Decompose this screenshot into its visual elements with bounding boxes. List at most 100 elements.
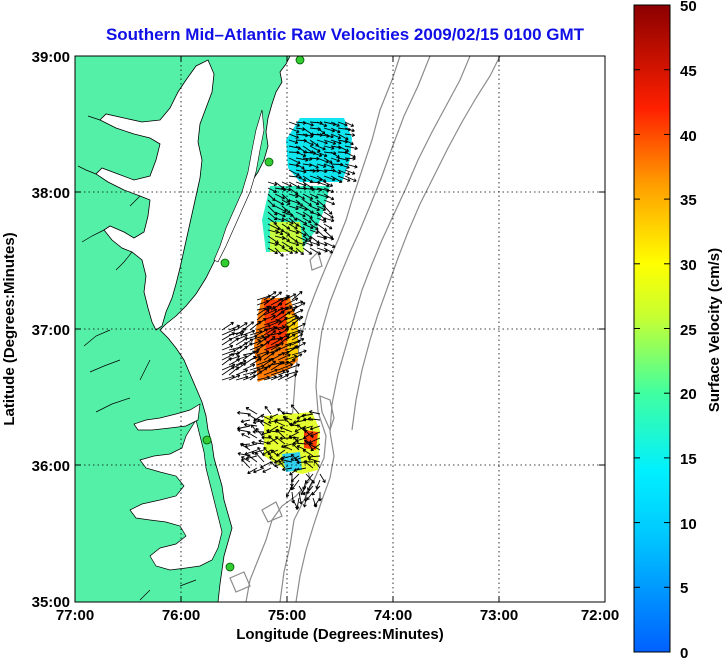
velocity-arrow <box>270 307 284 316</box>
velocity-arrow <box>270 291 282 301</box>
velocity-arrow <box>293 419 307 425</box>
velocity-arrow <box>221 332 235 341</box>
velocity-arrow <box>263 326 278 336</box>
velocity-arrow <box>288 127 300 134</box>
velocity-arrow <box>291 479 300 490</box>
velocity-arrow <box>268 435 279 445</box>
colorbar-tick-label: 40 <box>680 128 697 145</box>
velocity-arrow <box>308 443 321 451</box>
velocity-arrow <box>221 349 237 356</box>
velocity-arrow <box>251 440 265 445</box>
velocity-arrow <box>316 127 326 135</box>
velocity-arrow <box>344 121 355 127</box>
velocity-arrow <box>309 163 319 169</box>
velocity-arrow <box>344 127 355 133</box>
velocity-arrow <box>270 310 285 321</box>
velocity-arrow <box>302 121 314 127</box>
velocity-arrows <box>221 120 358 510</box>
velocity-arrow <box>309 241 321 247</box>
river-lines <box>77 115 197 601</box>
velocity-arrow <box>323 241 336 248</box>
bathymetry-contours <box>229 56 501 602</box>
velocity-arrow <box>274 211 286 218</box>
velocity-arrow <box>256 324 271 331</box>
colorbar-tick-label: 35 <box>680 192 697 209</box>
velocity-arrow <box>344 133 356 137</box>
velocity-arrow <box>256 309 270 321</box>
velocity-arrow <box>270 298 284 306</box>
velocity-arrow <box>323 175 336 182</box>
velocity-arrow <box>344 175 357 182</box>
velocity-arrow <box>295 497 300 510</box>
velocity-arrow <box>291 337 305 346</box>
velocity-arrow <box>302 217 312 224</box>
velocity-arrow <box>288 133 299 139</box>
velocity-arrow <box>309 193 319 199</box>
velocity-arrow <box>323 247 334 254</box>
velocity-arrow <box>295 193 305 200</box>
velocity-arrow <box>281 229 291 236</box>
velocity-arrow <box>277 353 291 361</box>
velocity-arrow <box>309 223 319 230</box>
velocity-arrow <box>221 338 233 346</box>
velocity-arrow <box>247 454 258 463</box>
velocity-arrow <box>277 311 291 321</box>
hf-radar-stations <box>202 56 305 572</box>
velocity-arrow <box>302 425 314 431</box>
velocity-arrow <box>235 342 248 351</box>
station-marker <box>220 258 230 268</box>
velocity-arrow <box>323 211 334 219</box>
velocity-arrow <box>302 199 312 206</box>
velocity-arrow <box>302 497 307 508</box>
velocity-arrow <box>295 175 307 182</box>
velocity-arrow <box>295 235 309 243</box>
velocity-arrow <box>228 374 241 381</box>
x-tick-label: 73:00 <box>480 607 518 624</box>
velocity-arrow <box>291 342 306 351</box>
velocity-arrow <box>330 121 340 127</box>
velocity-arrow <box>270 361 285 371</box>
velocity-arrow <box>284 333 296 341</box>
velocity-arrow <box>270 302 283 311</box>
velocity-arrow <box>330 127 341 134</box>
velocity-arrow <box>270 449 279 457</box>
velocity-arrow <box>288 241 300 247</box>
velocity-arrow <box>235 337 248 346</box>
velocity-arrow <box>330 151 340 159</box>
velocity-arrow <box>256 337 267 346</box>
velocity-arrow <box>337 169 351 176</box>
velocity-arrow <box>344 145 358 151</box>
velocity-arrow <box>277 328 290 336</box>
coastal-bays <box>213 109 265 263</box>
velocity-arrow <box>323 145 335 150</box>
velocity-arrow <box>316 241 328 247</box>
velocity-arrow <box>288 121 300 127</box>
velocity-arrow <box>228 324 241 331</box>
velocity-arrow <box>337 163 350 169</box>
velocity-arrow <box>309 199 320 206</box>
velocity-patch-middle-yellow <box>286 312 298 362</box>
velocity-arrow <box>330 169 342 175</box>
velocity-arrow <box>323 139 337 145</box>
velocity-arrow <box>295 151 307 158</box>
velocity-arrow <box>302 223 314 230</box>
velocity-arrow <box>302 241 314 247</box>
velocity-arrow <box>242 350 256 361</box>
velocity-arrow <box>302 133 314 138</box>
velocity-arrow <box>298 491 303 505</box>
velocity-arrow <box>283 445 293 451</box>
velocity-arrow <box>277 335 290 346</box>
velocity-arrow <box>288 229 300 235</box>
colorbar-tick-label: 10 <box>680 516 697 533</box>
map-plot-area <box>75 56 605 602</box>
velocity-arrow <box>256 318 267 326</box>
velocity-patch-south-red <box>304 430 318 450</box>
velocity-arrow <box>323 217 335 223</box>
velocity-arrow <box>292 443 300 451</box>
velocity-arrow <box>323 157 333 164</box>
velocity-arrow <box>264 405 272 415</box>
velocity-arrow <box>323 163 335 169</box>
velocity-arrow <box>288 169 300 176</box>
velocity-arrow <box>281 411 293 416</box>
velocity-arrow <box>274 193 285 200</box>
